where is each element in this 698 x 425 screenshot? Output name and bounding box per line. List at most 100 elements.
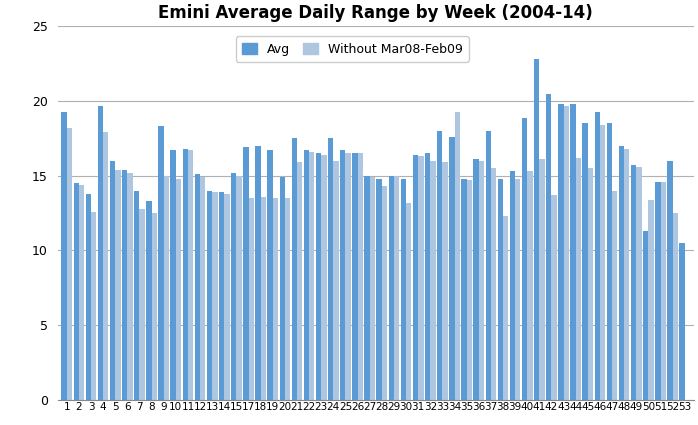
Bar (292, 139, 297, 399)
Bar (600, 125, 605, 399)
Bar (285, 198, 290, 400)
Bar (334, 161, 339, 400)
Bar (67, 128, 72, 400)
Bar (151, 213, 157, 400)
Bar (346, 153, 351, 400)
Bar (570, 104, 576, 400)
Bar (515, 178, 521, 400)
Bar (376, 178, 382, 400)
Bar (170, 150, 176, 400)
Bar (443, 162, 447, 400)
Bar (158, 127, 164, 399)
Bar (546, 94, 551, 400)
Bar (127, 173, 133, 400)
Bar (248, 198, 254, 400)
Bar (176, 178, 181, 400)
Bar (588, 168, 593, 400)
Bar (558, 104, 563, 400)
Bar (328, 139, 334, 399)
Bar (498, 178, 503, 400)
Bar (352, 153, 357, 400)
Bar (637, 167, 641, 400)
Bar (679, 243, 685, 400)
Bar (551, 195, 557, 400)
Bar (461, 178, 467, 400)
Bar (413, 155, 418, 400)
Bar (91, 212, 96, 400)
Bar (147, 201, 151, 400)
Bar (527, 171, 533, 400)
Bar (297, 162, 302, 400)
Bar (219, 192, 224, 400)
Bar (406, 203, 411, 400)
Bar (648, 200, 654, 400)
Bar (237, 176, 242, 399)
Bar (364, 176, 370, 399)
Bar (224, 194, 230, 400)
Bar (195, 174, 200, 400)
Bar (473, 159, 479, 400)
Bar (357, 153, 363, 400)
Bar (510, 171, 515, 400)
Bar (607, 124, 612, 400)
Bar (454, 111, 460, 400)
Bar (164, 176, 169, 399)
Bar (624, 149, 630, 400)
Bar (61, 111, 67, 400)
Bar (418, 156, 424, 400)
Bar (389, 176, 394, 399)
Bar (304, 150, 309, 400)
Bar (260, 197, 266, 400)
Bar (273, 198, 278, 400)
Bar (430, 161, 436, 400)
Bar (231, 173, 237, 400)
Bar (437, 131, 443, 400)
Bar (207, 191, 212, 400)
Bar (309, 152, 314, 400)
Bar (612, 191, 617, 400)
Bar (115, 170, 121, 400)
Bar (450, 137, 454, 400)
Bar (401, 178, 406, 400)
Bar (110, 161, 115, 400)
Bar (394, 176, 399, 399)
Bar (255, 146, 260, 400)
Bar (479, 161, 484, 400)
Bar (321, 155, 327, 400)
Bar (103, 133, 108, 400)
Bar (660, 182, 666, 400)
Legend: Avg, Without Mar08-Feb09: Avg, Without Mar08-Feb09 (236, 37, 468, 62)
Bar (486, 131, 491, 400)
Bar (73, 183, 79, 400)
Bar (212, 192, 218, 400)
Bar (534, 60, 540, 400)
Bar (467, 180, 472, 400)
Bar (522, 118, 527, 400)
Bar (86, 194, 91, 400)
Bar (340, 150, 346, 400)
Bar (200, 177, 205, 399)
Bar (425, 153, 430, 400)
Bar (316, 153, 321, 400)
Bar (540, 159, 544, 400)
Bar (243, 147, 248, 400)
Bar (631, 165, 637, 400)
Bar (134, 191, 140, 400)
Bar (382, 186, 387, 400)
Bar (279, 177, 285, 399)
Bar (188, 150, 193, 400)
Bar (98, 105, 103, 400)
Bar (491, 168, 496, 400)
Bar (667, 161, 673, 400)
Bar (563, 105, 569, 400)
Bar (140, 209, 144, 400)
Bar (576, 158, 581, 400)
Title: Emini Average Daily Range by Week (2004-14): Emini Average Daily Range by Week (2004-… (158, 4, 593, 22)
Bar (582, 124, 588, 400)
Bar (673, 213, 678, 400)
Bar (643, 231, 648, 400)
Bar (595, 111, 600, 400)
Bar (370, 177, 375, 399)
Bar (655, 182, 660, 400)
Bar (503, 216, 508, 400)
